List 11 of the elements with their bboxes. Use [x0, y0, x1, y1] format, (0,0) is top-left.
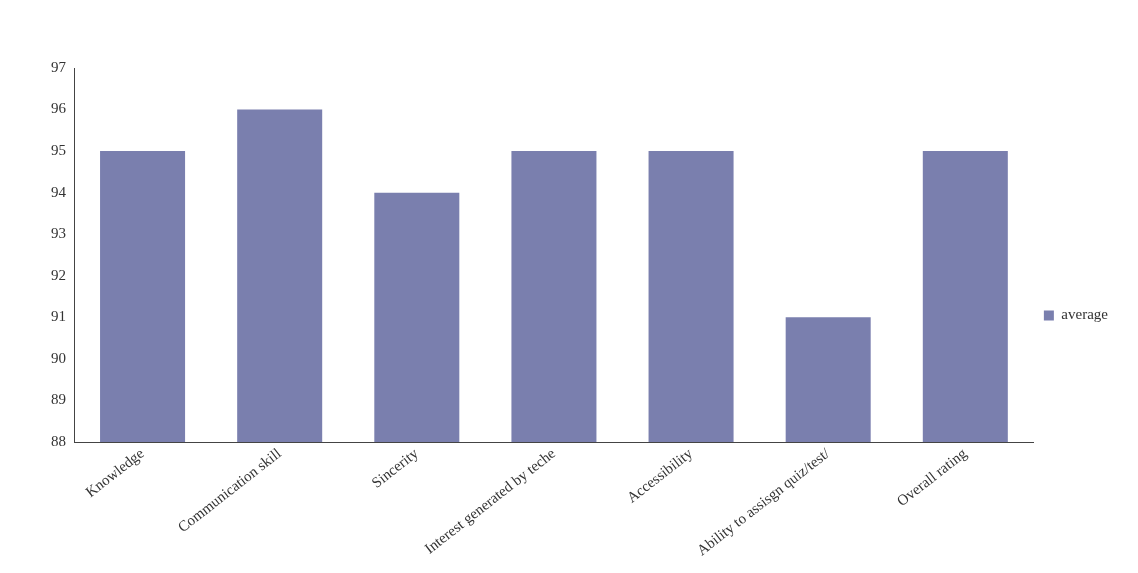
y-tick-label: 96 [51, 100, 67, 117]
y-tick-label: 93 [51, 225, 66, 242]
y-tick-label: 91 [51, 308, 66, 325]
legend-label: average [1061, 306, 1109, 323]
y-tick-label: 95 [51, 142, 66, 159]
y-tick-label: 97 [51, 58, 67, 75]
y-tick-label: 88 [51, 432, 66, 449]
y-tick-label: 90 [51, 349, 66, 366]
y-tick-label: 92 [51, 266, 66, 283]
y-tick-label: 94 [51, 183, 67, 200]
y-tick-label: 89 [51, 391, 66, 408]
